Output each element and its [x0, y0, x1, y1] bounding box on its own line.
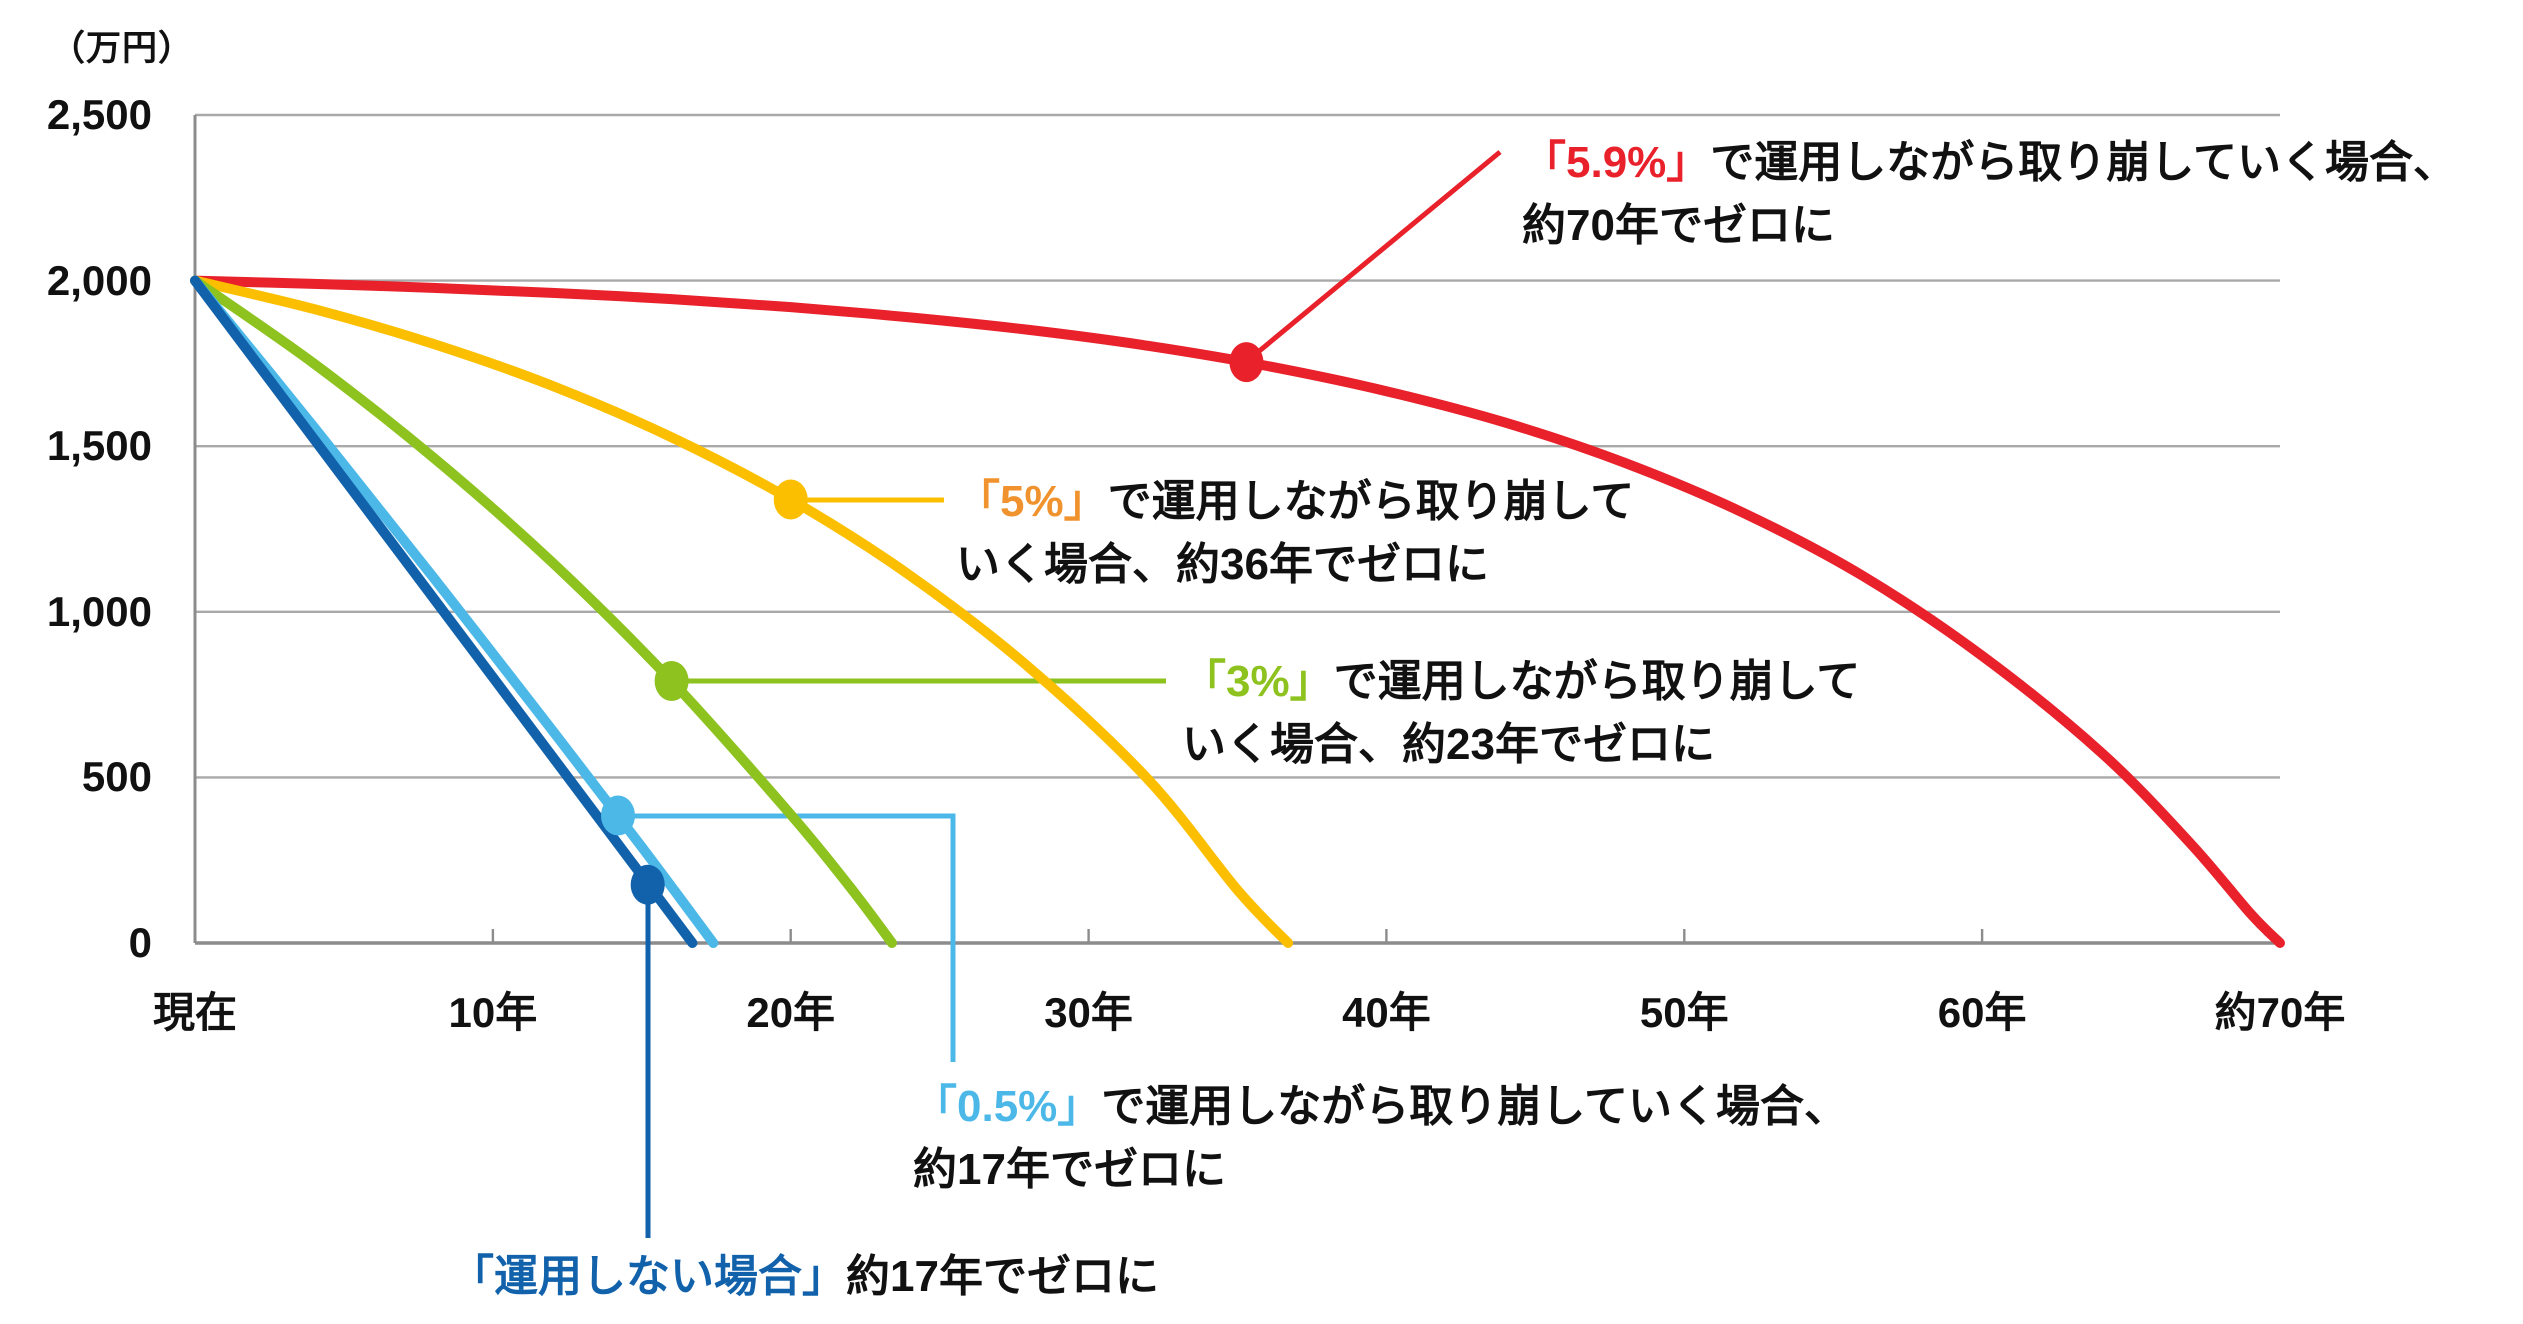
annotation-line: 約70年でゼロに [1522, 194, 2457, 257]
annotation-line: 「5%」で運用しながら取り崩して [956, 470, 1634, 533]
annotation-ann-5-9pct: 「5.9%」で運用しながら取り崩していく場合、約70年でゼロに [1522, 131, 2457, 257]
x-tick-label-40: 40年 [1342, 989, 1431, 1036]
annotation-text: 約17年でゼロに [913, 1145, 1226, 1194]
marker-dot-0% [630, 864, 665, 905]
annotation-line: 「3%」で運用しながら取り崩して [1182, 650, 1860, 713]
annotation-text: いく場合、約23年でゼロに [1182, 720, 1715, 769]
annotation-line: 約17年でゼロに [913, 1138, 1848, 1201]
series-curve-3% [190, 275, 897, 948]
annotation-ann-no-invest: 「運用しない場合」約17年でゼロに [450, 1245, 1159, 1308]
leader-line-ann-0-5pct [618, 813, 956, 1062]
series-curve-0.5% [190, 275, 719, 948]
annotation-rate-accent: 「3%」 [1182, 657, 1334, 706]
annotation-rate-accent: 「0.5%」 [913, 1082, 1102, 1131]
marker-dot-5% [773, 479, 808, 520]
series-curve-5.9% [190, 275, 2285, 948]
marker-dot-3% [654, 661, 689, 701]
leader-line-ann-5-9pct [1244, 150, 1502, 364]
y-tick-label-1000: 1,000 [46, 587, 152, 635]
annotation-ann-0-5pct: 「0.5%」で運用しながら取り崩していく場合、約17年でゼロに [913, 1075, 1848, 1201]
annotation-line: いく場合、約36年でゼロに [956, 533, 1634, 596]
annotation-rate-accent: 「5%」 [956, 477, 1108, 526]
annotation-line: 「運用しない場合」約17年でゼロに [450, 1245, 1159, 1308]
y-tick-label-0: 0 [128, 919, 152, 966]
x-tick-label-50: 50年 [1639, 989, 1729, 1036]
y-tick-label-2500: 2,500 [46, 91, 152, 138]
x-tick-label-70: 約70年 [2214, 989, 2346, 1036]
x-tick-label-20: 20年 [746, 989, 836, 1036]
marker-dot-0.5% [601, 795, 635, 836]
annotation-ann-5pct: 「5%」で運用しながら取り崩していく場合、約36年でゼロに [956, 470, 1634, 596]
annotation-text: 約70年でゼロに [1522, 201, 1835, 250]
annotation-rate-accent: 「運用しない場合」 [450, 1252, 846, 1301]
marker-dot-5.9% [1229, 342, 1264, 383]
annotation-ann-3pct: 「3%」で運用しながら取り崩していく場合、約23年でゼロに [1182, 650, 1860, 776]
annotation-text: で運用しながら取り崩していく場合、 [1710, 138, 2457, 187]
y-tick-label-500: 500 [81, 753, 152, 801]
annotation-text: いく場合、約36年でゼロに [956, 540, 1489, 589]
annotation-text: で運用しながら取り崩して [1333, 657, 1861, 706]
y-tick-label-2000: 2,000 [46, 256, 152, 304]
y-axis-unit-label: （万円） [50, 29, 195, 68]
x-tick-label-10: 10年 [448, 989, 538, 1036]
annotation-line: 「0.5%」で運用しながら取り崩していく場合、 [913, 1075, 1848, 1138]
x-tick-label-60: 60年 [1937, 989, 2027, 1036]
y-tick-label-1500: 1,500 [46, 422, 152, 470]
annotation-text: 約17年でゼロに [846, 1252, 1159, 1301]
x-tick-label-30: 30年 [1044, 989, 1133, 1036]
x-tick-label-0: 現在 [152, 989, 237, 1036]
annotation-line: 「5.9%」で運用しながら取り崩していく場合、 [1522, 131, 2457, 194]
annotation-text: で運用しながら取り崩していく場合、 [1101, 1082, 1848, 1131]
annotation-line: いく場合、約23年でゼロに [1182, 713, 1860, 776]
annotation-rate-accent: 「5.9%」 [1522, 138, 1711, 187]
annotation-text: で運用しながら取り崩して [1107, 477, 1635, 526]
